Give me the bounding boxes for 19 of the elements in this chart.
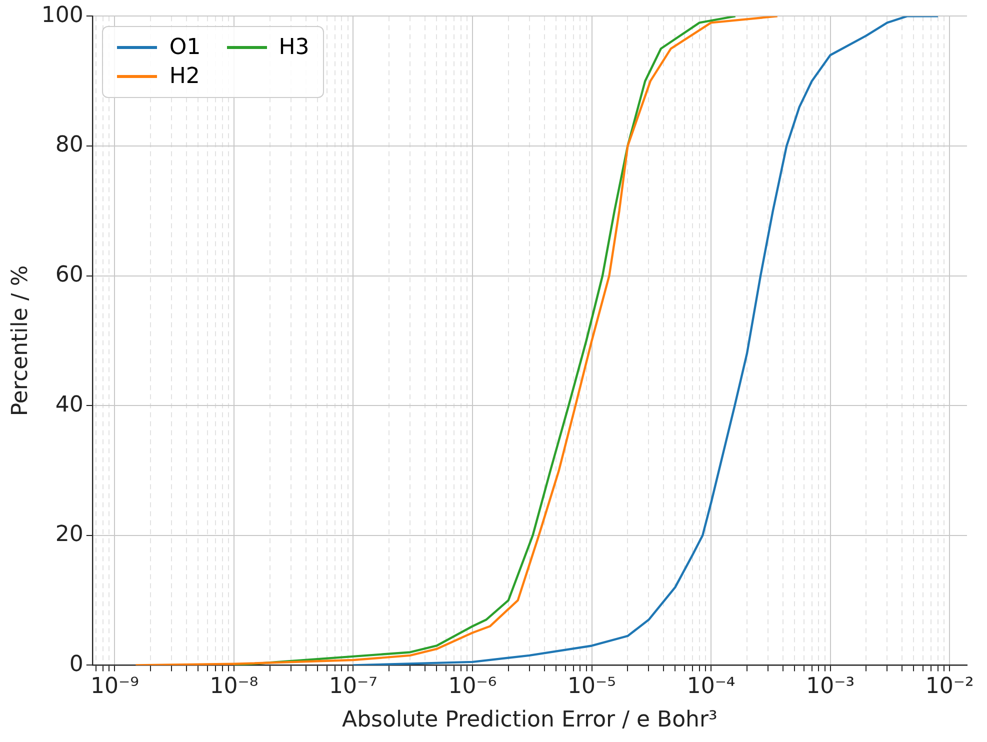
x-tick-label: 10⁻⁷ bbox=[329, 674, 378, 700]
x-tick-label: 10⁻⁸ bbox=[210, 674, 258, 700]
legend-label: H3 bbox=[278, 35, 310, 60]
x-tick-label: 10⁻³ bbox=[806, 674, 855, 700]
x-tick-label: 10⁻⁵ bbox=[568, 674, 616, 700]
y-tick-label: 80 bbox=[55, 132, 84, 158]
x-tick-label: 10⁻² bbox=[925, 674, 974, 700]
y-tick-label: 0 bbox=[69, 652, 84, 677]
x-tick-label: 10⁻⁹ bbox=[90, 674, 139, 700]
x-tick-label: 10⁻⁶ bbox=[448, 674, 497, 700]
legend-label: H2 bbox=[169, 64, 200, 90]
y-axis-title: Percentile / % bbox=[8, 265, 33, 416]
y-tick-label: 20 bbox=[55, 522, 84, 548]
x-tick-label: 10⁻⁴ bbox=[686, 674, 736, 700]
x-axis-title: Absolute Prediction Error / e Bohr³ bbox=[342, 708, 718, 733]
y-tick-label: 60 bbox=[55, 262, 84, 288]
y-tick-label: 100 bbox=[41, 2, 84, 28]
y-tick-label: 40 bbox=[55, 392, 84, 418]
legend-label: O1 bbox=[169, 35, 201, 60]
